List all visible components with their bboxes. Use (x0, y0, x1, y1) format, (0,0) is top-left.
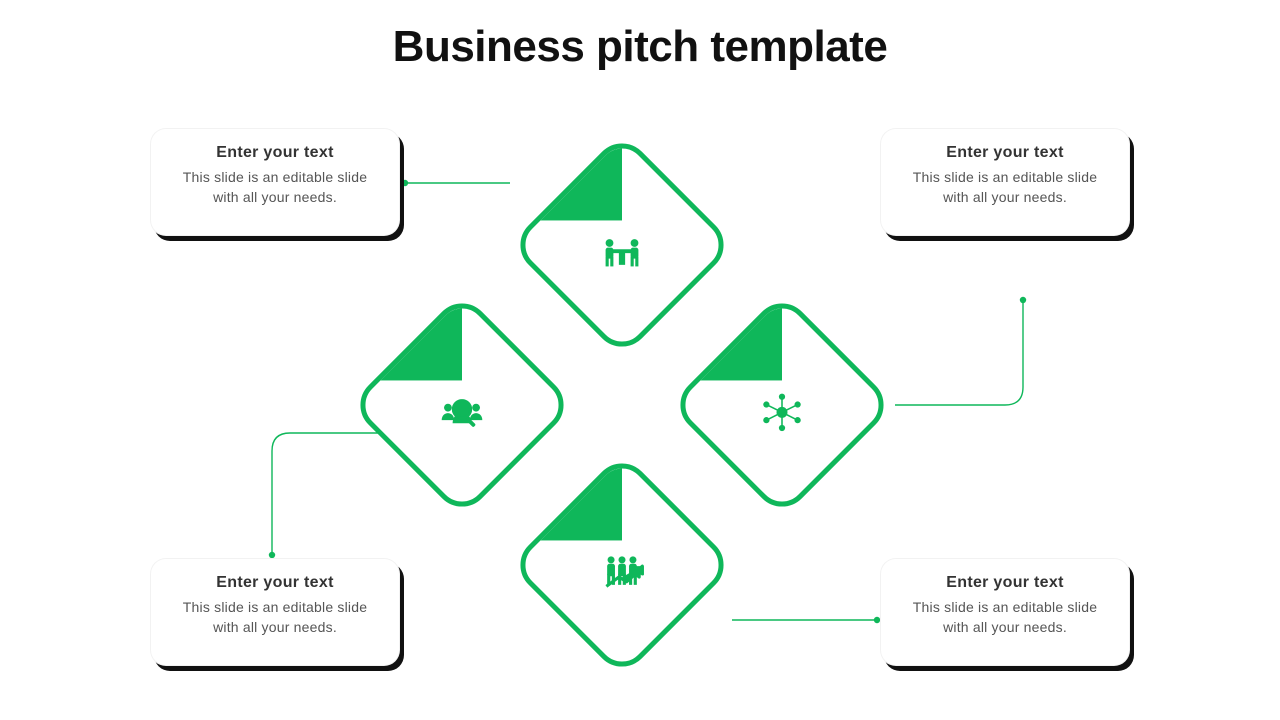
meeting-icon (596, 226, 648, 278)
card-bottom-left: Enter your text This slide is an editabl… (150, 558, 400, 666)
card-body: This slide is an editable slide with all… (168, 168, 382, 207)
card-body: This slide is an editable slide with all… (898, 598, 1112, 637)
card-title: Enter your text (898, 144, 1112, 162)
card-title: Enter your text (168, 574, 382, 592)
card-title: Enter your text (898, 574, 1112, 592)
card-body: This slide is an editable slide with all… (168, 598, 382, 637)
diagram-stage: Enter your text This slide is an editabl… (0, 0, 1280, 720)
card-title: Enter your text (168, 144, 382, 162)
diamond-right (669, 292, 895, 518)
card-top-right: Enter your text This slide is an editabl… (880, 128, 1130, 236)
diamond-bottom (509, 452, 735, 678)
card-bottom-right: Enter your text This slide is an editabl… (880, 558, 1130, 666)
card-top-left: Enter your text This slide is an editabl… (150, 128, 400, 236)
diamond-top (509, 132, 735, 358)
card-body: This slide is an editable slide with all… (898, 168, 1112, 207)
network-icon (756, 386, 808, 438)
search-team-icon (436, 386, 488, 438)
growth-team-icon (596, 546, 648, 598)
diamond-left (349, 292, 575, 518)
